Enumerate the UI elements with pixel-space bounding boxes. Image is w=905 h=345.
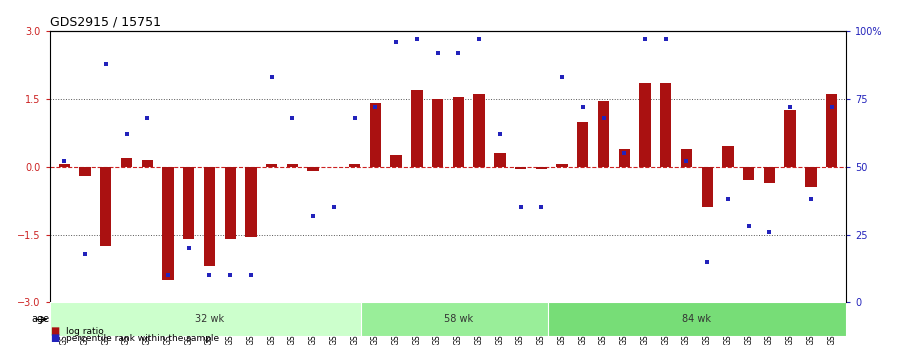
Bar: [224, 167, 236, 239]
Bar: [618, 149, 630, 167]
Bar: [183, 167, 195, 239]
Bar: [660, 83, 672, 167]
Bar: [390, 156, 402, 167]
Bar: [162, 167, 174, 280]
Bar: [494, 153, 506, 167]
Bar: [473, 95, 485, 167]
Bar: [349, 165, 360, 167]
Bar: [557, 165, 567, 167]
Bar: [743, 167, 755, 180]
Bar: [411, 90, 423, 167]
Bar: [722, 146, 734, 167]
Text: 84 wk: 84 wk: [682, 314, 711, 324]
Bar: [80, 167, 91, 176]
Text: age: age: [32, 314, 50, 324]
Text: ■: ■: [50, 326, 59, 336]
Bar: [536, 167, 547, 169]
Bar: [141, 160, 153, 167]
Bar: [452, 97, 464, 167]
Bar: [369, 104, 381, 167]
Text: percentile rank within the sample: percentile rank within the sample: [66, 334, 219, 343]
Bar: [639, 83, 651, 167]
Bar: [681, 149, 692, 167]
Text: log ratio: log ratio: [66, 327, 104, 336]
Text: ■: ■: [50, 333, 59, 343]
Bar: [701, 167, 713, 207]
Bar: [785, 110, 795, 167]
Bar: [805, 167, 816, 187]
Bar: [826, 95, 837, 167]
Bar: [204, 167, 215, 266]
Bar: [548, 303, 846, 336]
Bar: [50, 303, 369, 336]
Bar: [432, 99, 443, 167]
Bar: [577, 121, 588, 167]
Bar: [120, 158, 132, 167]
Bar: [515, 167, 527, 169]
Bar: [308, 167, 319, 171]
Bar: [245, 167, 257, 237]
Bar: [266, 165, 278, 167]
Text: GDS2915 / 15751: GDS2915 / 15751: [50, 16, 161, 29]
Bar: [361, 303, 556, 336]
Bar: [287, 165, 298, 167]
Bar: [598, 101, 609, 167]
Bar: [59, 165, 70, 167]
Bar: [764, 167, 776, 183]
Text: 32 wk: 32 wk: [195, 314, 224, 324]
Text: 58 wk: 58 wk: [443, 314, 473, 324]
Bar: [100, 167, 111, 246]
